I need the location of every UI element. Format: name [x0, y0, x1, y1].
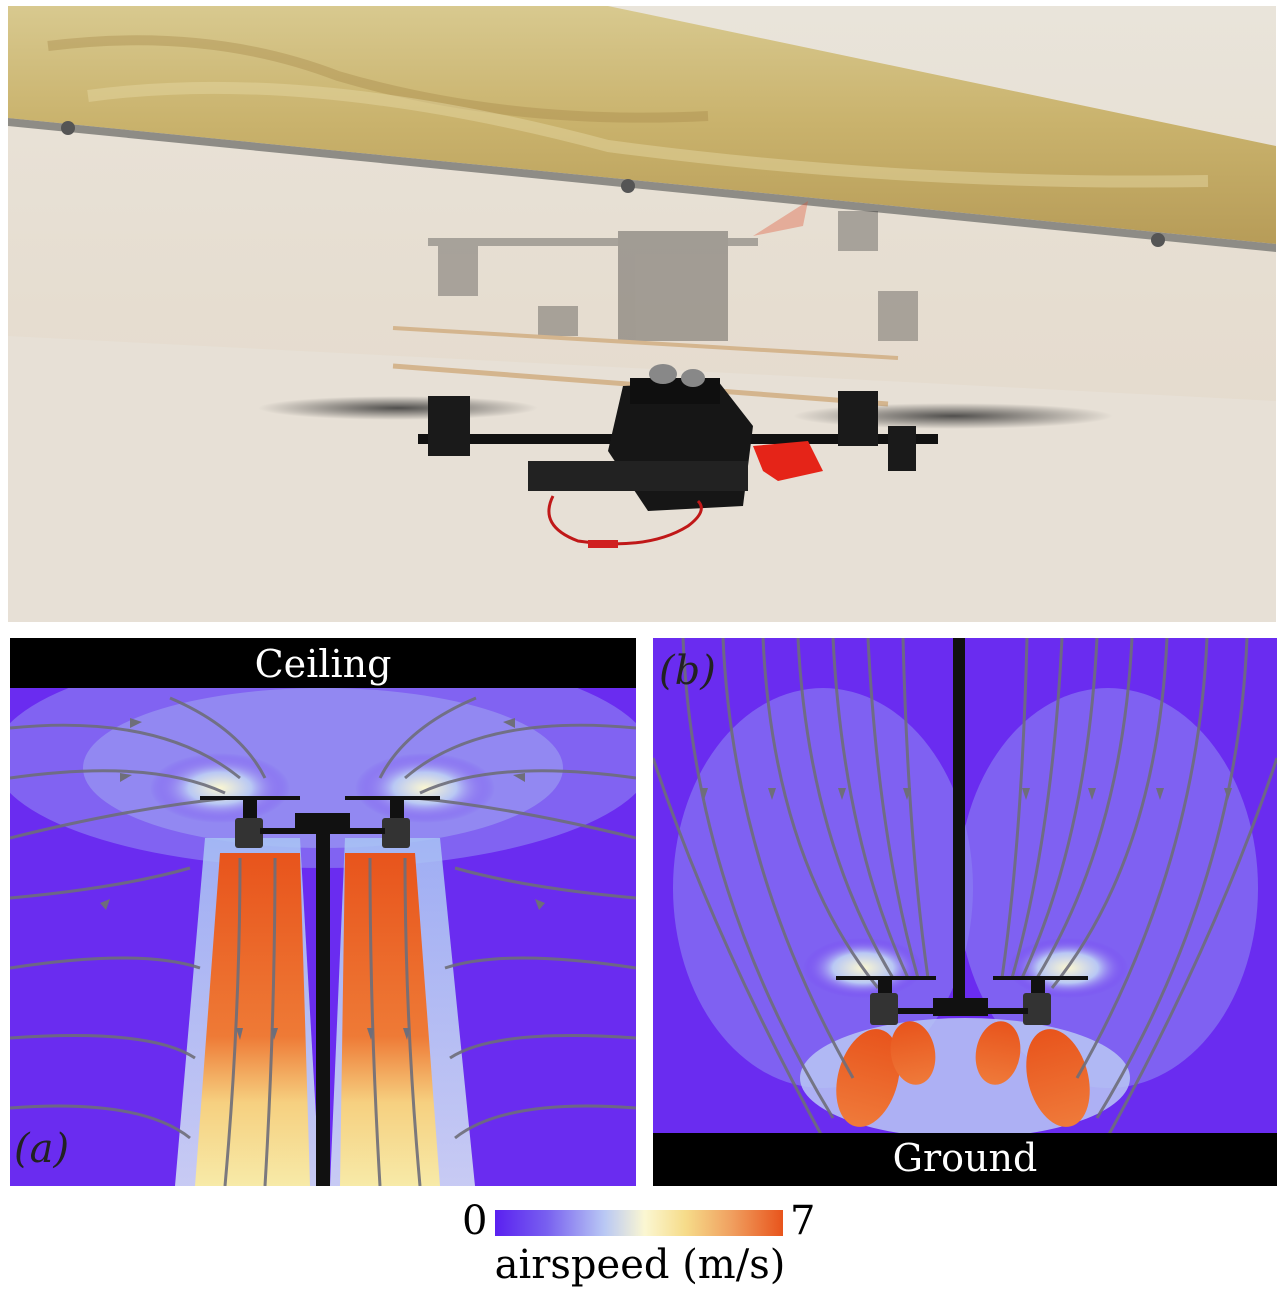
drone-silhouette-b — [836, 638, 1088, 1025]
quadrotor — [418, 364, 938, 548]
drone-reflection — [428, 201, 918, 341]
colorbar-max-label: 7 — [790, 1198, 816, 1244]
simulation-panel-ceiling: Ceiling (a) — [10, 638, 636, 1186]
simulation-panel-ground: Ground (b) — [653, 638, 1277, 1186]
ceiling-label: Ceiling — [254, 642, 392, 686]
colorbar-legend: 0 7 airspeed (m/s) — [440, 1198, 840, 1293]
quadrotor-photo — [8, 6, 1276, 622]
colorbar-gradient — [495, 1210, 783, 1236]
ceiling-bar — [10, 638, 636, 688]
drone-silhouette-a — [200, 796, 440, 1186]
colorbar-quantity-label: airspeed (m/s) — [494, 1242, 786, 1288]
panel-tag-a: (a) — [14, 1126, 70, 1172]
ground-bar — [653, 1133, 1277, 1186]
ground-label: Ground — [892, 1136, 1038, 1180]
wooden-beam — [8, 6, 1276, 252]
colorbar-min-label: 0 — [462, 1198, 488, 1244]
panel-tag-b: (b) — [659, 648, 716, 694]
